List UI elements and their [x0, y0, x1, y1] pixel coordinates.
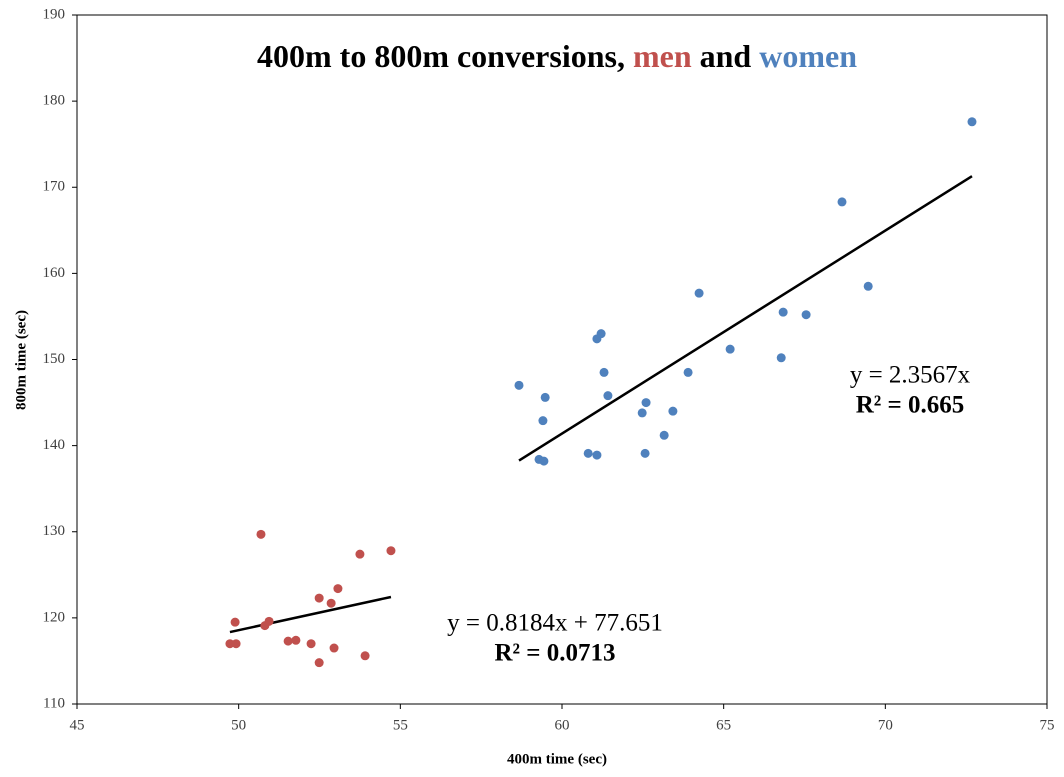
point [326, 598, 336, 608]
point [386, 546, 396, 556]
point [837, 197, 847, 207]
x-tick-label: 55 [393, 717, 408, 733]
point [283, 636, 293, 646]
trend-r2: R² = 0.0713 [494, 640, 615, 667]
point [599, 367, 609, 377]
trend-equation: y = 2.3567x [850, 362, 971, 389]
y-tick-label: 160 [43, 265, 66, 281]
chart-title: 400m to 800m conversions, men and women [257, 38, 857, 74]
point [333, 584, 343, 594]
y-tick-label: 110 [43, 695, 65, 711]
point [641, 398, 651, 408]
point [637, 408, 647, 418]
point [539, 456, 549, 466]
point [603, 391, 613, 401]
point [314, 593, 324, 603]
trend-equation: y = 0.8184x + 77.651 [447, 610, 663, 637]
y-tick-label: 180 [43, 93, 66, 109]
plot-frame [76, 14, 1048, 705]
x-tick-label: 65 [716, 717, 731, 733]
y-axis-label: 800m time (sec) [13, 310, 29, 410]
y-tick-label: 120 [43, 609, 66, 625]
title-part: men [633, 38, 692, 74]
point [306, 639, 316, 649]
point [314, 658, 324, 668]
point [801, 310, 811, 320]
y-tick-label: 190 [43, 6, 66, 22]
trendline [229, 595, 392, 634]
point [659, 430, 669, 440]
point [355, 549, 365, 559]
title-part: 400m to 800m conversions, [257, 38, 625, 74]
point [668, 406, 678, 416]
y-tick-label: 130 [43, 523, 66, 539]
x-tick-label: 70 [878, 717, 893, 733]
x-axis-label: 400m time (sec) [507, 751, 607, 767]
point [329, 643, 339, 653]
point [540, 392, 550, 402]
point [640, 448, 650, 458]
x-tick-label: 60 [555, 717, 570, 733]
title-part: and [700, 38, 752, 74]
trendline [518, 175, 973, 462]
trend-r2: R² = 0.665 [856, 392, 965, 419]
x-tick-label: 50 [231, 717, 246, 733]
point [514, 380, 524, 390]
point [967, 117, 977, 127]
title-part: women [759, 38, 857, 74]
point [256, 529, 266, 539]
point [231, 639, 241, 649]
y-tick-label: 170 [43, 179, 66, 195]
point [596, 329, 606, 339]
point [360, 651, 370, 661]
x-tick-label: 45 [70, 717, 85, 733]
point [264, 616, 274, 626]
point [583, 448, 593, 458]
y-tick-label: 140 [43, 437, 66, 453]
point [778, 307, 788, 317]
point [291, 635, 301, 645]
point [863, 281, 873, 291]
x-tick-label: 75 [1040, 717, 1055, 733]
point [776, 353, 786, 363]
point [230, 617, 240, 627]
point [538, 416, 548, 426]
point [592, 450, 602, 460]
y-tick-label: 150 [43, 351, 66, 367]
point [725, 344, 735, 354]
point [683, 367, 693, 377]
point [694, 288, 704, 298]
